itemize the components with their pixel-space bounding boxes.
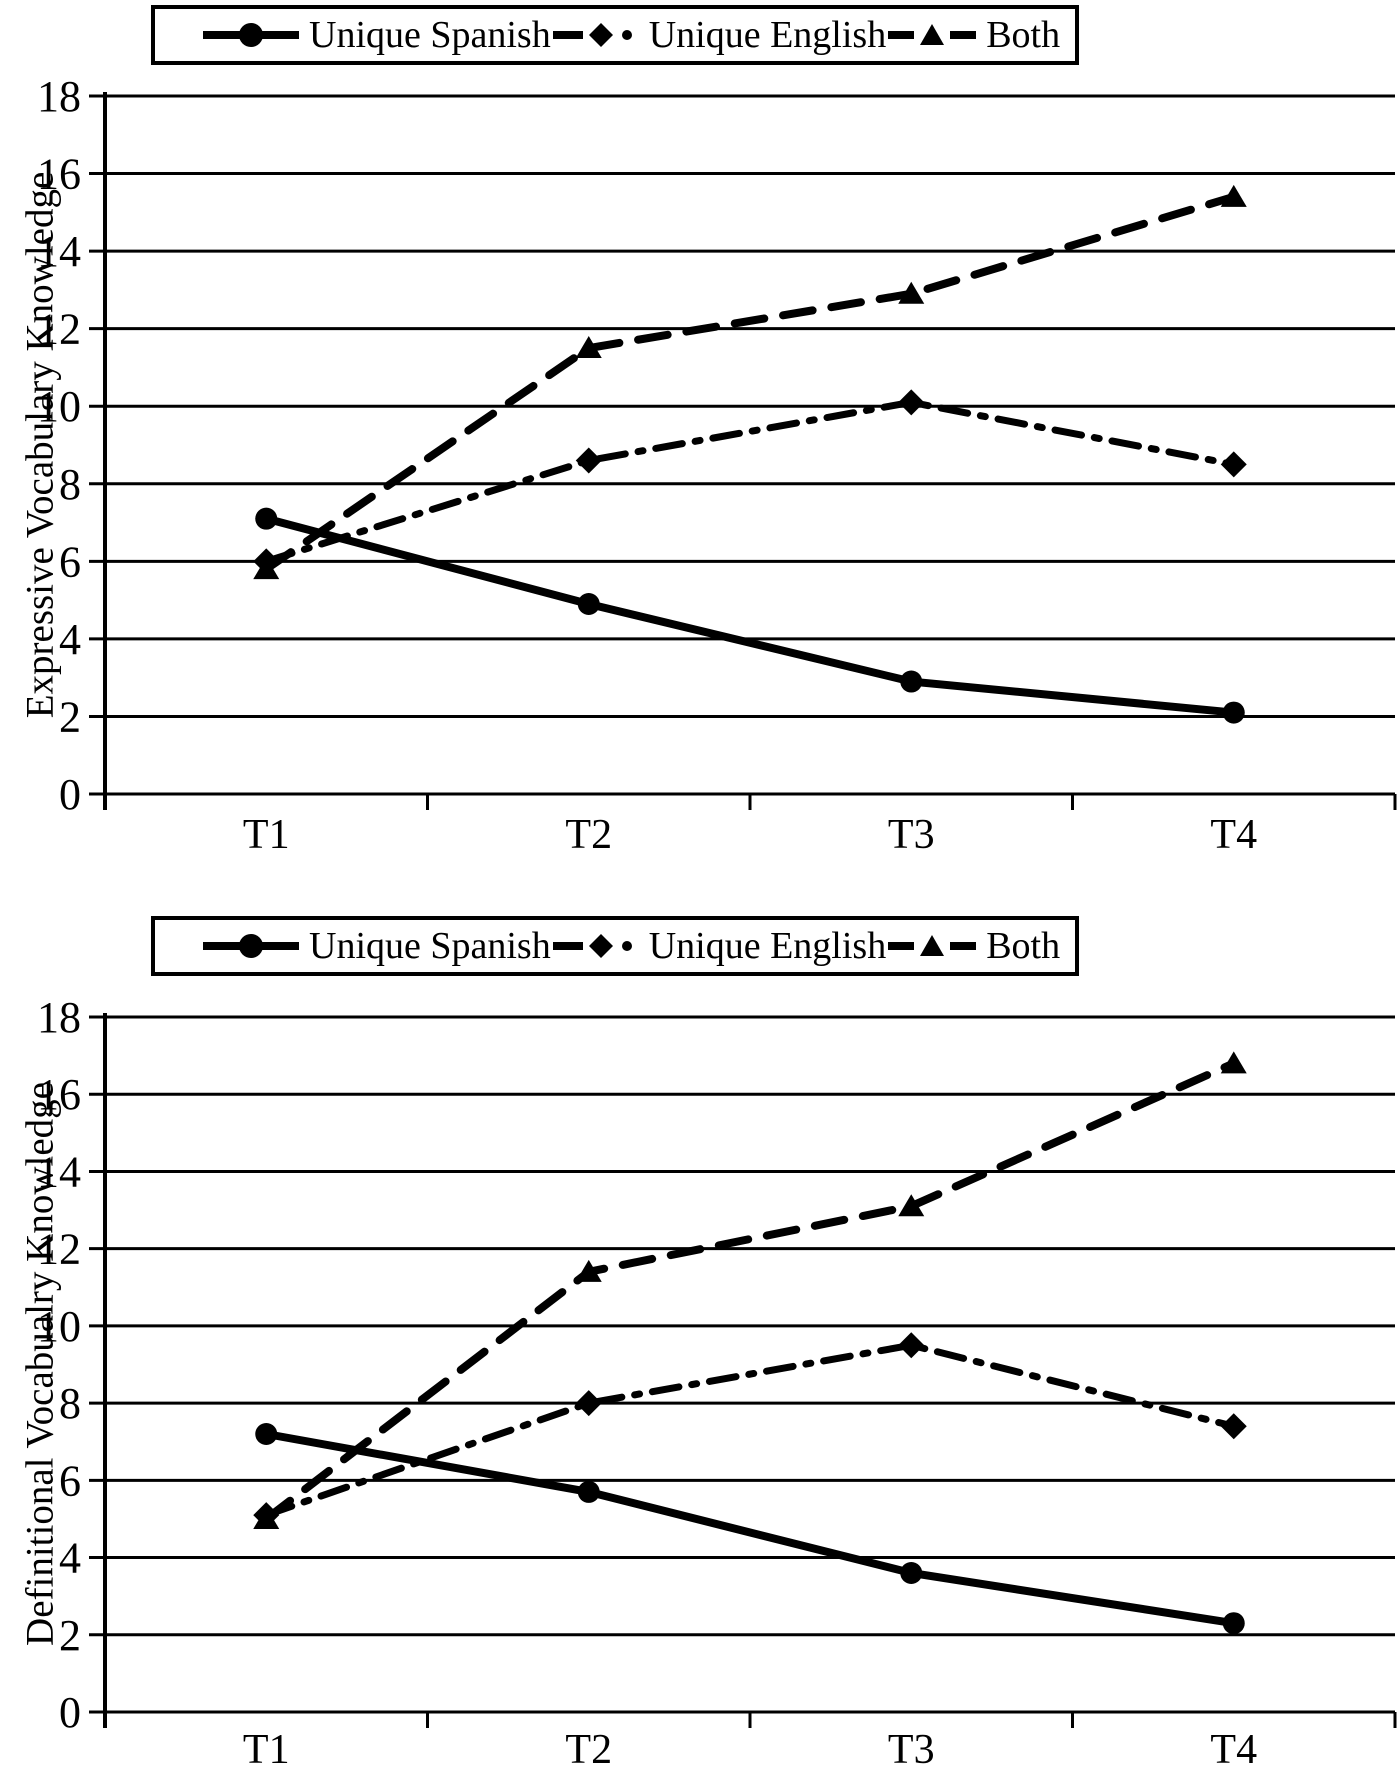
triangle-marker-icon (575, 1259, 602, 1282)
dashdot-diamond-line-icon (552, 934, 632, 958)
circle-marker-icon (900, 1562, 923, 1584)
y-tick-label: 16 (37, 150, 81, 199)
legend-item-unique-english: Unique English (551, 924, 886, 968)
y-tick-label: 14 (37, 1147, 81, 1196)
y-tick-label: 10 (37, 1302, 81, 1351)
y-tick-label: 6 (59, 1456, 81, 1505)
series-line-unique-english (262, 1341, 1238, 1519)
y-tick-label: 8 (59, 460, 81, 509)
circle-marker-icon (900, 670, 923, 693)
x-tick-label: T2 (565, 1727, 612, 1773)
circle-marker-icon (255, 507, 278, 530)
diamond-marker-icon (1220, 1413, 1247, 1440)
diamond-marker-icon (1220, 451, 1247, 478)
legend-top-chart: Unique Spanish Unique English Both (151, 5, 1079, 65)
y-tick-label: 0 (59, 770, 81, 819)
circle-marker-icon (577, 592, 600, 615)
series-line-unique-english (262, 398, 1238, 565)
legend-item-unique-spanish: Unique Spanish (201, 924, 551, 968)
x-tick-label: T3 (888, 812, 935, 858)
y-tick-label: 8 (59, 1379, 81, 1428)
y-tick-label: 18 (37, 72, 81, 121)
legend-label: Unique Spanish (309, 925, 551, 967)
y-tick-label: 6 (59, 537, 81, 586)
dashdot-diamond-line-icon (552, 23, 632, 47)
series-line-both (262, 192, 1238, 574)
y-tick-label: 2 (59, 692, 81, 741)
dashed-triangle-line-icon (888, 935, 977, 956)
triangle-marker-icon (898, 1194, 925, 1217)
legend-label: Both (986, 14, 1061, 56)
triangle-marker-icon (253, 557, 280, 580)
legend-label: Unique English (648, 925, 887, 967)
circle-marker-icon (577, 1480, 600, 1503)
x-tick-label: T3 (888, 1727, 935, 1773)
legend-item-both: Both (886, 924, 1060, 968)
solid-circle-line-icon (203, 934, 299, 958)
y-tick-label: 4 (59, 1534, 81, 1583)
circle-marker-icon (255, 1423, 278, 1445)
y-tick-label: 10 (37, 382, 81, 431)
x-tick-label: T4 (1210, 1727, 1257, 1773)
diamond-marker-icon (898, 1332, 925, 1359)
triangle-marker-icon (898, 281, 925, 304)
legend-item-unique-spanish: Unique Spanish (201, 13, 551, 57)
circle-marker-icon (1222, 701, 1245, 724)
series-line-unique-spanish (262, 1430, 1238, 1628)
circle-marker-icon (1222, 1612, 1245, 1635)
diamond-marker-icon (575, 1390, 602, 1417)
y-tick-label: 12 (37, 305, 81, 354)
legend-label: Unique English (648, 14, 887, 56)
legend-item-both: Both (886, 13, 1060, 57)
series-line-unique-spanish (262, 514, 1238, 717)
diamond-marker-icon (575, 447, 602, 474)
legend-label: Both (986, 925, 1061, 967)
y-tick-label: 18 (37, 993, 81, 1042)
y-tick-label: 12 (37, 1225, 81, 1274)
triangle-marker-icon (1220, 184, 1247, 207)
y-tick-label: 2 (59, 1611, 81, 1660)
legend-label: Unique Spanish (309, 14, 551, 56)
y-tick-label: 14 (37, 227, 81, 276)
series-line-both (262, 1059, 1238, 1523)
y-tick-label: 16 (37, 1070, 81, 1119)
triangle-marker-icon (253, 1506, 280, 1529)
x-tick-label: T1 (243, 1727, 290, 1773)
diamond-marker-icon (898, 389, 925, 416)
x-tick-label: T1 (243, 812, 290, 858)
y-tick-label: 4 (59, 615, 81, 664)
solid-circle-line-icon (203, 23, 299, 47)
x-tick-label: T2 (565, 812, 612, 858)
triangle-marker-icon (575, 336, 602, 359)
legend-bottom-chart: Unique Spanish Unique English Both (151, 916, 1079, 976)
triangle-marker-icon (1220, 1051, 1247, 1074)
legend-item-unique-english: Unique English (551, 13, 886, 57)
x-tick-label: T4 (1210, 812, 1257, 858)
dashed-triangle-line-icon (888, 24, 977, 45)
y-tick-label: 0 (59, 1688, 81, 1737)
